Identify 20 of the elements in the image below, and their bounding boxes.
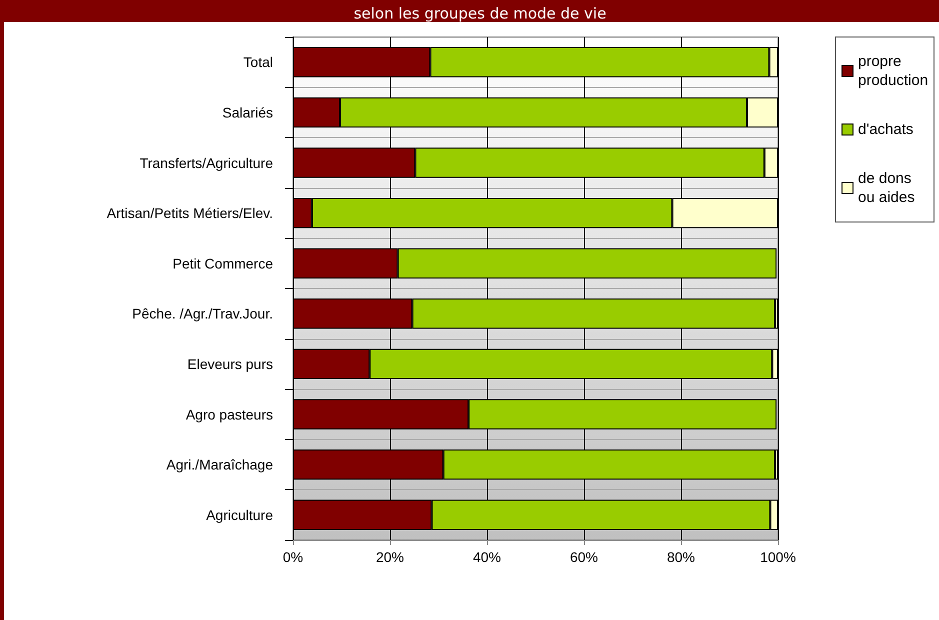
x-tick-label: 60%	[570, 549, 598, 565]
y-tick-label: Transferts/Agriculture	[140, 154, 274, 171]
chart-title: selon les groupes de mode de vie	[354, 4, 606, 22]
y-tick-label: Total	[243, 54, 273, 70]
y-tick-label: Eleveurs purs	[187, 356, 273, 372]
y-tick-label: Artisan/Petits Métiers/Elev.	[106, 205, 273, 222]
y-tick-label: Salariés	[222, 104, 273, 120]
legend-label: propre production	[858, 53, 928, 89]
y-tick-label: Agriculture	[206, 506, 274, 523]
y-tick-label: Pêche. /Agr./Trav.Jour.	[132, 306, 273, 322]
x-tick-label: 100%	[760, 549, 796, 565]
legend-label: d'achats	[858, 121, 914, 138]
x-tick-label: 0%	[282, 549, 304, 565]
x-tick-label: 80%	[666, 549, 696, 565]
x-tick-label: 40%	[472, 549, 502, 565]
x-tick-label: 20%	[376, 549, 404, 565]
y-tick-label: Petit Commerce	[172, 255, 274, 272]
legend-label: de dons ou aides	[858, 170, 916, 206]
y-tick-label: Agro pasteurs	[186, 406, 273, 422]
y-tick-label: Agri./Maraîchage	[166, 456, 274, 473]
